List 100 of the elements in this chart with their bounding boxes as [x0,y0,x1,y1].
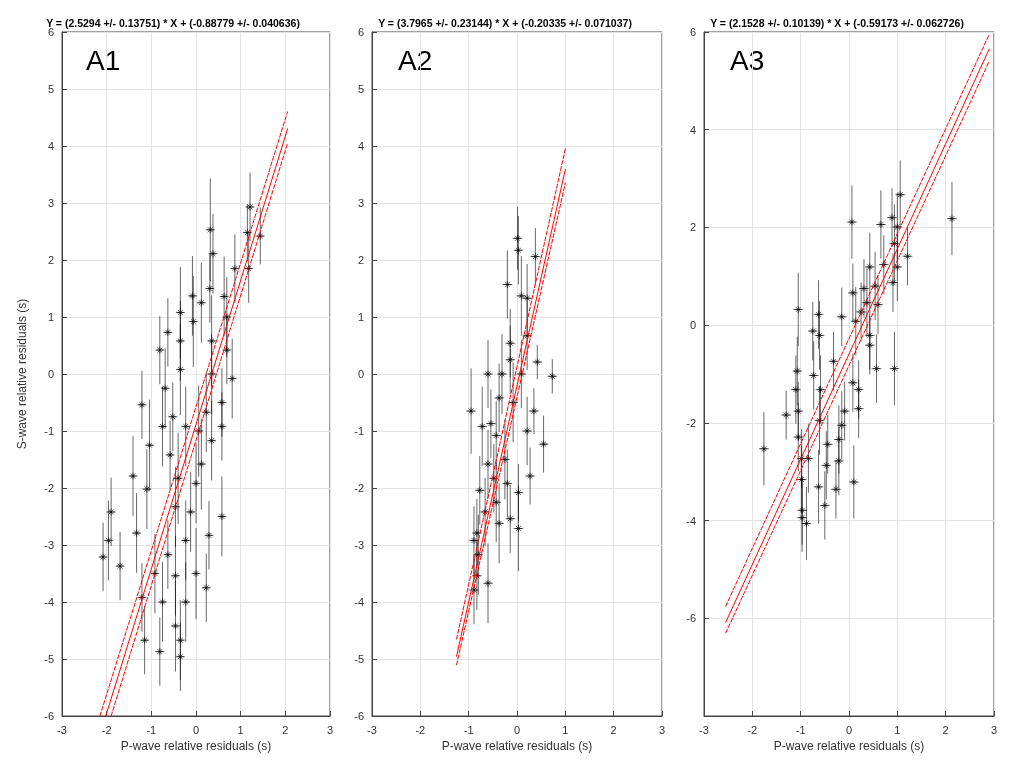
point [848,378,857,387]
y-tick-label: 3 [357,197,364,209]
y-tick-label: 0 [689,319,696,332]
y-tick-label: -4 [354,596,364,608]
x-tick-label: 2 [942,723,949,736]
y-tick-label: 3 [47,197,54,209]
point [798,506,807,515]
y-tick-label: 0 [47,368,54,380]
x-tick-label: 2 [610,723,617,736]
point [814,482,823,491]
point [879,260,888,269]
x-tick-label: -2 [415,723,426,736]
x-tick-label: -3 [367,723,377,736]
point [794,305,803,314]
point [890,364,899,373]
y-tick-label: -6 [686,612,696,625]
point [829,357,838,366]
point [509,398,518,407]
point [890,239,899,248]
point [948,214,956,223]
x-tick-label: 1 [894,723,901,736]
point [531,252,540,261]
point [822,461,831,470]
x-tick-label: -1 [795,723,806,736]
point [539,440,548,449]
y-tick-label: 4 [689,123,696,136]
point [809,371,818,380]
y-tick-label: 1 [47,311,54,323]
point [492,498,501,507]
x-axis-title: P-wave relative residuals (s) [120,738,272,753]
y-tick-label: 2 [689,221,696,234]
x-tick-label: -1 [146,723,157,736]
point [484,579,492,588]
point [860,284,868,293]
x-tick-label: 0 [513,723,521,736]
y-tick-label: -2 [44,482,54,494]
y-tick-label: 2 [47,254,54,266]
x-tick-label: 3 [658,723,666,736]
y-tick-label: -1 [354,425,364,437]
x-tick-label: 3 [990,723,998,736]
x-tick-label: 3 [326,723,334,736]
x-tick-label: 0 [845,723,853,736]
point [514,246,523,255]
annotation: A3 [730,44,765,76]
x-axis-title: P-wave relative residuals (s) [441,738,593,753]
point [503,280,512,289]
y-tick-label: -5 [354,653,364,665]
point [814,310,823,319]
y-tick-label: -3 [354,539,364,551]
x-tick-label: 1 [237,723,244,736]
y-tick-label: -4 [686,514,696,527]
x-tick-label: -3 [57,723,67,736]
y-tick-label: -4 [44,596,54,608]
x-tick-label: -3 [699,723,709,736]
x-axis-title: P-wave relative residuals (s) [773,738,925,753]
point [854,385,863,394]
point [877,220,885,229]
point [475,486,484,495]
point [501,455,509,464]
y-tick-label: 2 [357,254,364,266]
y-tick-label: 1 [357,311,364,323]
y-tick-label: -3 [44,539,54,551]
point [506,355,515,364]
y-tick-label: 0 [357,368,364,380]
x-tick-label: -2 [747,723,758,736]
y-tick-label: 5 [47,83,54,95]
point [495,519,504,528]
y-tick-label: 5 [357,83,364,95]
point [832,485,840,494]
y-tick-label: -2 [686,416,696,429]
point [865,341,874,350]
y-tick-label: 4 [357,140,364,152]
y-tick-label: -5 [44,653,54,665]
chart-title: Y = (2.1528 +/- 0.10139) * X + (-0.59173 +/- 0.062726) [710,16,964,29]
y-tick-label: -6 [44,710,54,722]
x-tick-label: -2 [101,723,112,736]
point [888,213,896,222]
chart-title: Y = (2.5294 +/- 0.13751) * X + (-0.88779 +/- 0.040636) [46,16,300,29]
y-tick-label: -1 [44,425,54,437]
point [903,252,912,261]
point [854,404,863,413]
x-tick-label: 1 [562,723,569,736]
y-tick-label: 4 [47,140,54,152]
annotation: A2 [398,44,433,76]
y-tick-label: 6 [47,26,54,38]
x-tick-label: -1 [463,723,474,736]
point [513,234,522,243]
y-tick-label: -6 [354,710,364,722]
y-axis-title: S-wave relative residuals (s) [15,298,29,450]
point [815,416,824,425]
point [548,372,557,381]
x-tick-label: 0 [192,723,200,736]
annotation: A1 [86,44,121,76]
point [506,339,515,348]
point [837,312,846,321]
point [760,444,768,453]
y-tick-label: 6 [689,26,696,38]
chart-title: Y = (3.7965 +/- 0.23144) * X + (-0.20335 +/- 0.071037) [378,16,632,29]
point [489,474,498,483]
point [823,440,832,449]
